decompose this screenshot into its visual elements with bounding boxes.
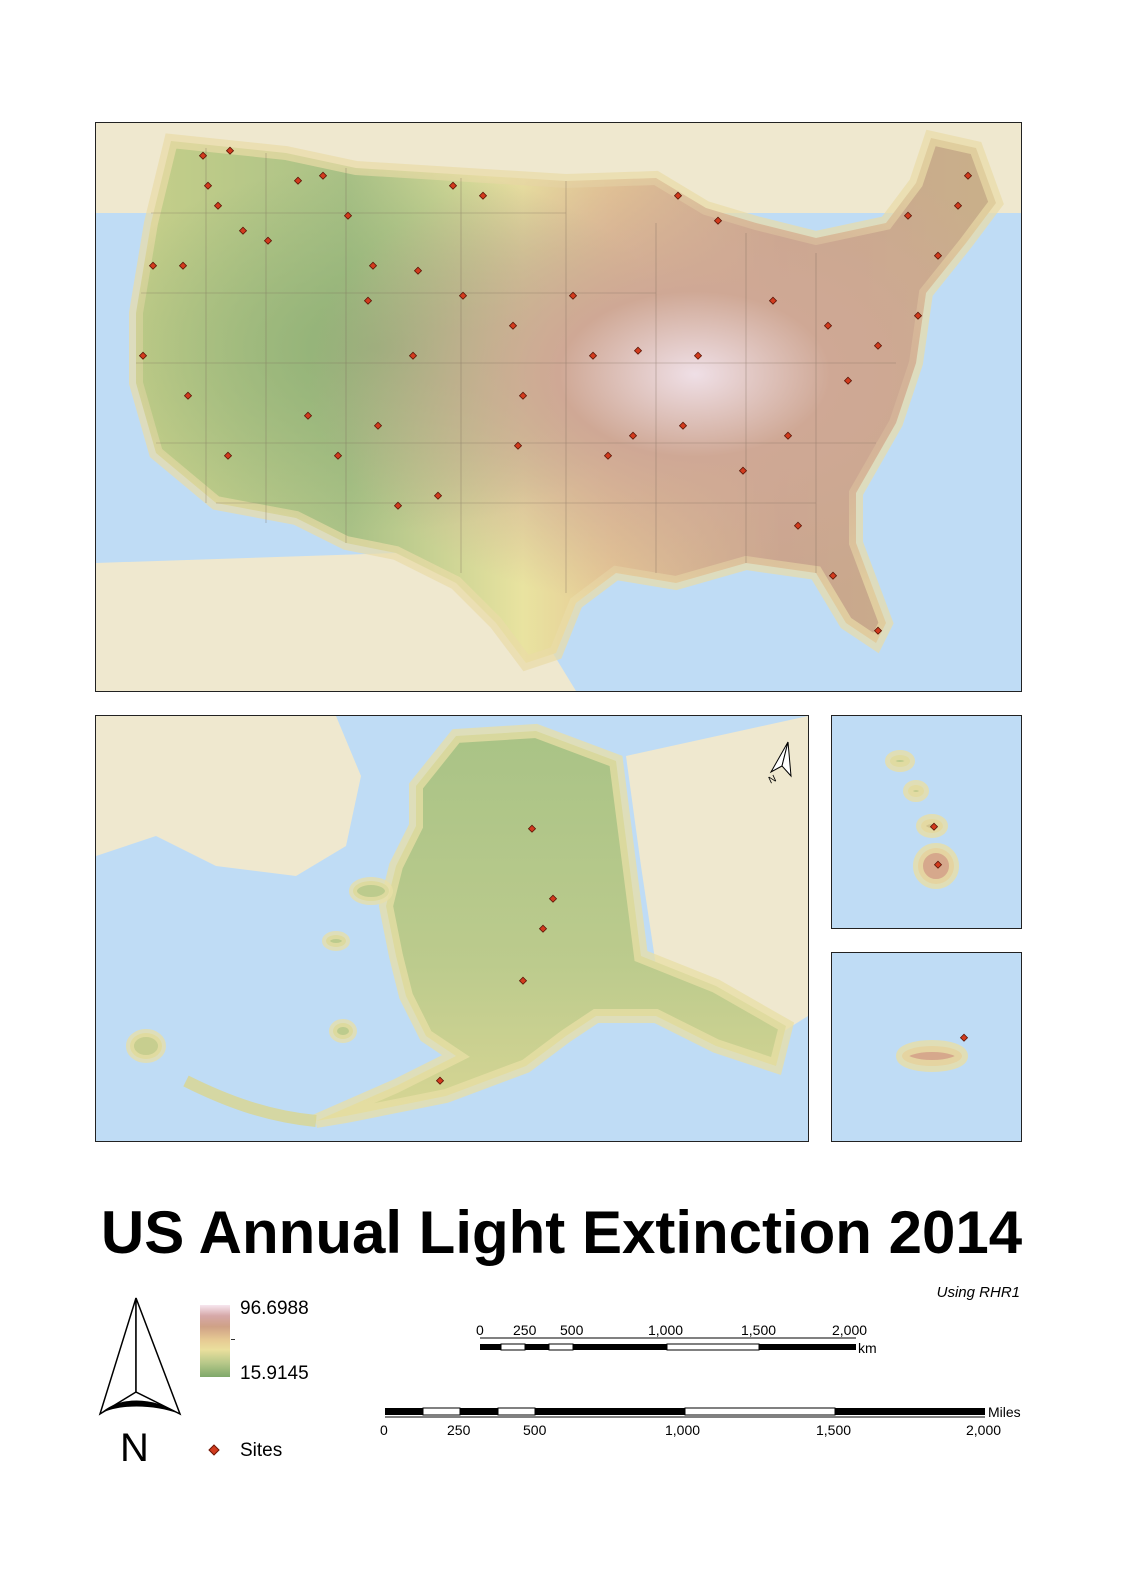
puerto-rico-map	[896, 1033, 969, 1072]
state-borders	[136, 148, 896, 593]
hawaii-islands	[885, 750, 959, 889]
small-north-label: N	[767, 773, 778, 786]
mi-unit-label: Miles	[988, 1404, 1021, 1420]
sites-legend-icon	[208, 1444, 220, 1456]
km-label-250: 250	[513, 1322, 537, 1338]
scale-bar-miles-graphic	[385, 1407, 985, 1418]
mi-label-250: 250	[447, 1422, 471, 1438]
km-label-1000: 1,000	[648, 1322, 684, 1338]
sites-legend-label: Sites	[240, 1440, 283, 1461]
scale-bar-km: 0 250 500 1,000 1,500 2,000 km	[460, 1318, 900, 1362]
km-label-1500: 1,500	[741, 1322, 777, 1338]
scale-bar-miles: 0 250 500 1,000 1,500 2,000 Miles	[370, 1402, 1040, 1446]
map-title: US Annual Light Extinction 2014	[100, 1199, 1023, 1266]
hawaii-map-frame[interactable]	[831, 715, 1022, 929]
north-arrow-icon: N	[98, 1297, 182, 1466]
km-label-2000: 2,000	[832, 1322, 868, 1338]
island-south	[329, 1019, 357, 1043]
hawaii-site-markers	[929, 822, 943, 869]
scale-bar-km-graphic	[480, 1337, 856, 1351]
mi-label-500: 500	[523, 1422, 547, 1438]
mi-label-1000: 1,000	[665, 1422, 701, 1438]
legend-tick	[231, 1339, 235, 1340]
hawaii-map	[885, 750, 959, 889]
alaska-map-frame[interactable]: N	[95, 715, 809, 1142]
north-label: N	[120, 1426, 149, 1466]
alaska-landmass	[313, 723, 795, 1128]
site-markers	[138, 146, 973, 635]
km-label-0: 0	[476, 1322, 484, 1338]
legend-min-value: 15.9145	[240, 1363, 309, 1384]
legend-color-ramp	[200, 1305, 230, 1377]
island-west	[126, 1029, 166, 1063]
canada-land	[626, 716, 808, 1036]
mi-label-2000: 2,000	[966, 1422, 1002, 1438]
mi-label-1500: 1,500	[816, 1422, 852, 1438]
russia-land	[96, 716, 361, 876]
aleutian-chain	[183, 1075, 317, 1127]
mi-label-0: 0	[380, 1422, 388, 1438]
island-mid	[322, 931, 350, 951]
puerto-rico-island	[896, 1040, 968, 1072]
pr-site-marker	[959, 1033, 969, 1042]
map-subtitle: Using RHR1	[936, 1284, 1020, 1301]
conus-map-frame[interactable]	[95, 122, 1022, 692]
puerto-rico-map-frame[interactable]	[831, 952, 1022, 1142]
conus-map	[96, 123, 1021, 691]
island-north	[349, 877, 393, 905]
small-north-arrow	[769, 741, 792, 778]
legend-max-value: 96.6988	[240, 1298, 309, 1319]
alaska-map: N	[96, 716, 808, 1128]
km-unit-label: km	[858, 1340, 877, 1356]
alaska-site-markers	[435, 824, 558, 1085]
km-label-500: 500	[560, 1322, 584, 1338]
